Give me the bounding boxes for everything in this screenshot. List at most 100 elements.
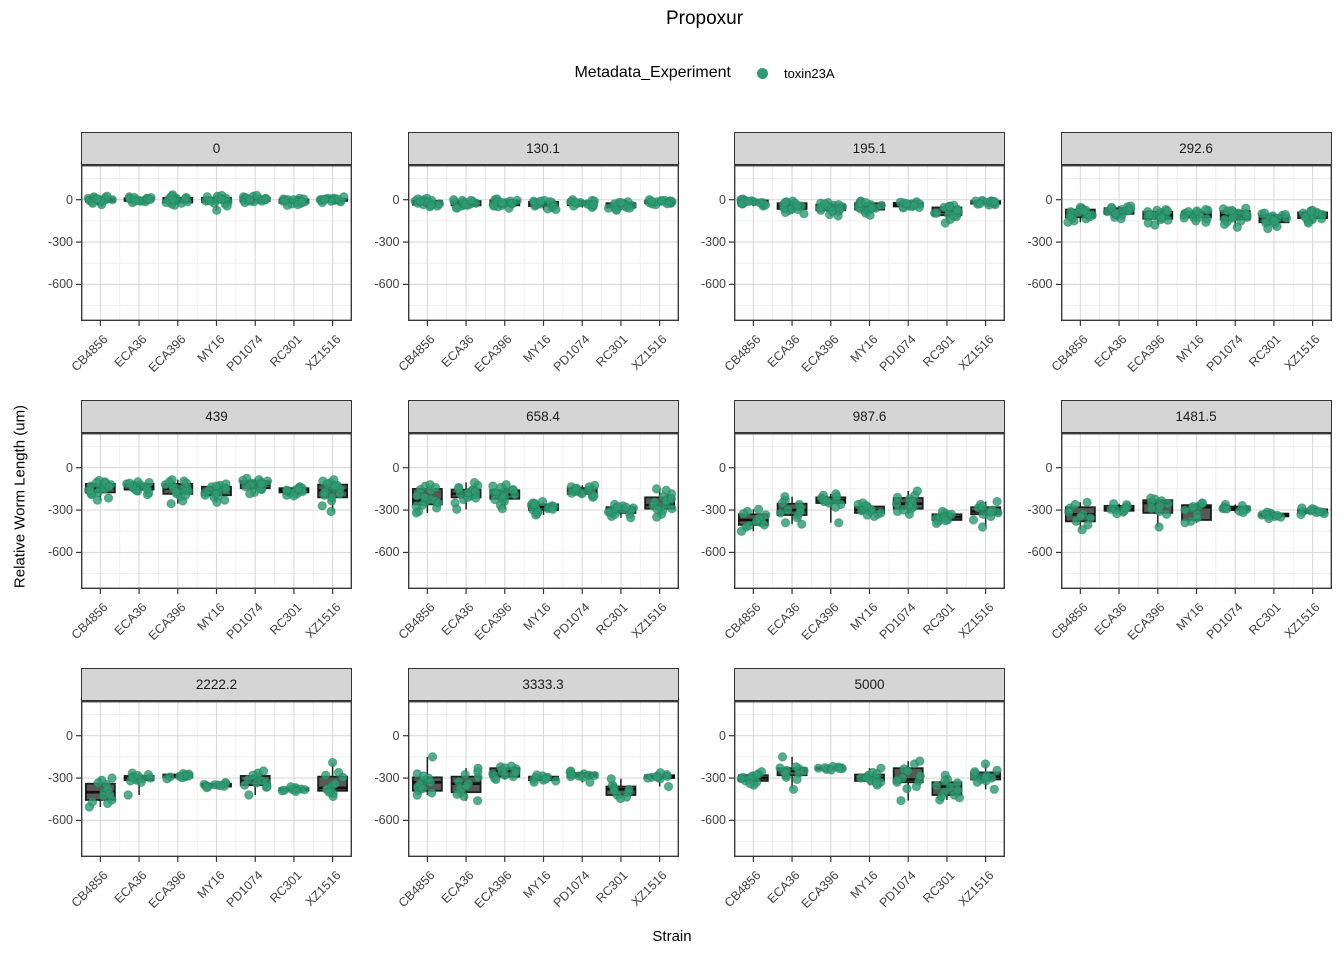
jitter-points-CB4856 xyxy=(736,767,767,790)
data-point xyxy=(861,772,872,783)
data-point xyxy=(1082,520,1093,530)
jitter-points-ECA396 xyxy=(162,768,194,784)
data-point xyxy=(496,197,506,208)
y-tick-label: 0 xyxy=(719,192,726,207)
data-point xyxy=(262,781,272,792)
y-tick-label: -300 xyxy=(47,235,73,250)
data-point xyxy=(469,477,479,488)
data-point xyxy=(978,509,988,519)
facet-panel xyxy=(729,164,1006,326)
y-tick-label: -300 xyxy=(374,771,400,786)
data-point xyxy=(744,520,754,531)
data-point xyxy=(651,512,661,522)
jitter-points-CB4856 xyxy=(410,479,443,518)
jitter-points-MY16 xyxy=(528,770,560,787)
jitter-points-MY16 xyxy=(200,479,231,507)
data-point xyxy=(1179,213,1189,223)
data-point xyxy=(142,484,152,494)
data-point xyxy=(1300,212,1310,223)
data-point xyxy=(1280,209,1290,220)
data-point xyxy=(651,484,661,494)
data-point xyxy=(1111,508,1122,519)
jitter-points-XZ1516 xyxy=(648,484,677,522)
data-point xyxy=(752,770,762,780)
data-point xyxy=(612,501,622,512)
data-point xyxy=(124,478,135,488)
jitter-points-ECA36 xyxy=(448,195,481,213)
jitter-points-RC301 xyxy=(277,782,310,797)
data-point xyxy=(258,766,269,776)
y-tick-label: -300 xyxy=(374,503,400,518)
data-point xyxy=(261,194,271,204)
data-point xyxy=(1295,509,1306,520)
jitter-points-ECA36 xyxy=(124,192,156,208)
data-point xyxy=(1162,499,1173,509)
data-point xyxy=(203,485,214,495)
jitter-points-XZ1516 xyxy=(969,759,1002,795)
data-point xyxy=(433,498,443,508)
data-point xyxy=(535,196,545,206)
x-tick-label-PD1074: PD1074 xyxy=(223,332,266,375)
data-point xyxy=(833,211,843,221)
data-point xyxy=(451,504,461,515)
data-point xyxy=(992,496,1002,507)
facet-5000: 5000 0 -300 -600 CB4856 ECA36 ECA396 MY16 PD1074… xyxy=(701,668,1006,911)
data-point xyxy=(164,477,175,487)
data-point xyxy=(92,194,102,204)
data-point xyxy=(489,494,499,505)
data-point xyxy=(797,519,807,529)
y-tick-label: -300 xyxy=(700,771,726,786)
data-point xyxy=(425,200,436,211)
jitter-points-PD1074 xyxy=(238,190,271,208)
data-point xyxy=(826,765,837,775)
data-point xyxy=(299,784,310,795)
x-tick-label-RC301: RC301 xyxy=(267,332,305,370)
data-point xyxy=(656,195,666,206)
y-tick-label: 0 xyxy=(1045,192,1053,207)
data-point xyxy=(862,510,872,520)
data-point xyxy=(221,484,231,495)
data-point xyxy=(977,501,988,512)
data-point xyxy=(1317,209,1327,220)
facet-strip-label: 130.1 xyxy=(407,132,679,165)
y-tick-label: 0 xyxy=(719,728,726,743)
data-point xyxy=(587,199,598,210)
facet-panel xyxy=(76,164,353,326)
y-tick-label: -300 xyxy=(47,503,73,518)
data-point xyxy=(1237,507,1248,518)
jitter-points-RC301 xyxy=(603,197,637,215)
y-tick-label: 0 xyxy=(1045,460,1053,475)
y-tick-label: -600 xyxy=(374,277,400,292)
data-point xyxy=(1221,504,1231,514)
data-point xyxy=(330,779,340,789)
data-point xyxy=(953,785,963,795)
data-point xyxy=(411,790,422,800)
jitter-points-MY16 xyxy=(201,190,233,215)
data-point xyxy=(975,198,985,209)
data-point xyxy=(426,788,436,798)
data-point xyxy=(872,769,882,779)
x-tick-label-ECA36: ECA36 xyxy=(438,332,477,371)
data-point xyxy=(280,195,290,206)
jitter-points-RC301 xyxy=(606,774,634,804)
jitter-points-CB4856 xyxy=(409,193,444,212)
data-point xyxy=(911,781,922,792)
data-point xyxy=(940,776,950,786)
data-point xyxy=(745,779,755,789)
x-tick-label-MY16: MY16 xyxy=(847,332,881,366)
data-point xyxy=(453,484,463,494)
data-point xyxy=(989,196,1000,207)
data-point xyxy=(821,496,832,506)
data-point xyxy=(775,763,785,773)
data-point xyxy=(1156,212,1166,223)
data-point xyxy=(912,486,923,496)
x-tick-label-PD1074: PD1074 xyxy=(550,332,593,375)
data-point xyxy=(876,508,886,518)
data-point xyxy=(470,493,480,503)
y-tick-label: -300 xyxy=(374,235,400,250)
data-point xyxy=(642,773,652,783)
data-point xyxy=(465,195,475,206)
facet-panel xyxy=(729,700,1006,862)
jitter-points-RC301 xyxy=(282,482,308,501)
data-point xyxy=(1179,518,1190,528)
